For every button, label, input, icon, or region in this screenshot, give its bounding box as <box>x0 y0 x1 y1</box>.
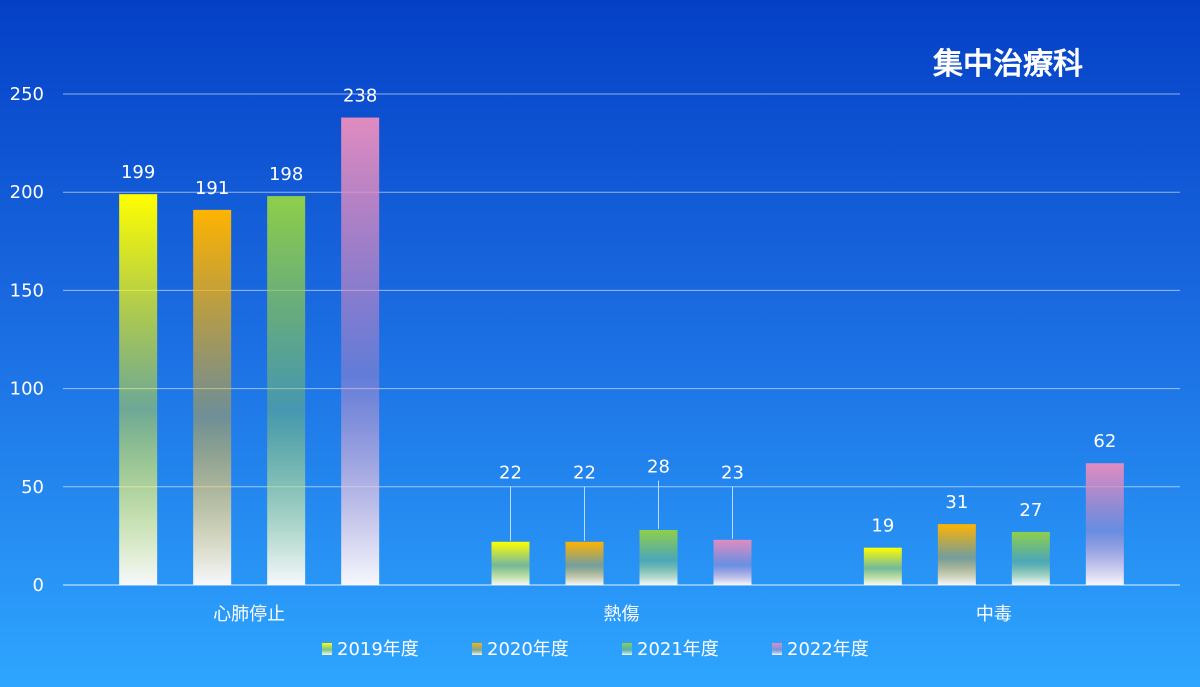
bar-2019年度-心肺停止 <box>119 194 158 585</box>
y-tick-label: 150 <box>10 280 44 301</box>
data-label: 199 <box>121 162 155 183</box>
bar-2022年度-心肺停止 <box>341 117 380 586</box>
data-label: 28 <box>647 457 670 478</box>
data-label: 23 <box>721 463 744 484</box>
bar-2022年度-中毒 <box>1085 463 1124 585</box>
bar-2021年度-中毒 <box>1011 531 1050 585</box>
bar-2020年度-中毒 <box>937 524 976 585</box>
bar-2021年度-心肺停止 <box>267 196 306 586</box>
leader-lines <box>510 480 733 541</box>
x-category-label: 中毒 <box>976 604 1012 625</box>
data-label: 198 <box>269 164 303 185</box>
bar-2020年度-熱傷 <box>565 541 604 585</box>
data-label: 19 <box>871 516 894 537</box>
legend: 2019年度 2020年度 2021年度 2022年度 <box>322 639 869 660</box>
legend-label: 2020年度 <box>487 639 569 660</box>
legend-label: 2021年度 <box>637 639 719 660</box>
chart-title: 集中治療科 <box>932 47 1083 82</box>
data-label: 22 <box>499 463 522 484</box>
y-tick-label: 200 <box>10 182 44 203</box>
data-label: 22 <box>573 463 596 484</box>
legend-swatch <box>772 643 782 655</box>
legend-swatch <box>472 643 482 655</box>
bar-2019年度-熱傷 <box>491 541 530 585</box>
x-category-label: 熱傷 <box>604 604 640 625</box>
bar-2019年度-中毒 <box>863 547 902 585</box>
legend-label: 2022年度 <box>787 639 869 660</box>
legend-label: 2019年度 <box>337 639 419 660</box>
y-tick-label: 0 <box>33 575 44 596</box>
data-labels: 199 191 198 238 22 22 28 23 19 31 27 62 <box>121 86 1116 537</box>
data-label: 238 <box>343 86 377 107</box>
axis-labels: 0 50 100 150 200 250 心肺停止 熱傷 中毒 <box>10 84 1012 625</box>
bar-2022年度-熱傷 <box>713 539 752 585</box>
data-label: 27 <box>1019 500 1042 521</box>
legend-swatch <box>322 643 332 655</box>
x-category-label: 心肺停止 <box>213 604 285 625</box>
y-tick-label: 250 <box>10 84 44 105</box>
data-label: 62 <box>1093 431 1116 452</box>
bar-2020年度-心肺停止 <box>193 209 232 585</box>
grid <box>63 93 1180 586</box>
bars <box>119 117 1124 586</box>
y-tick-label: 50 <box>21 477 44 498</box>
data-label: 191 <box>195 178 229 199</box>
y-tick-label: 100 <box>10 379 44 400</box>
legend-swatch <box>622 643 632 655</box>
data-label: 31 <box>945 492 968 513</box>
bar-2021年度-熱傷 <box>639 530 678 585</box>
